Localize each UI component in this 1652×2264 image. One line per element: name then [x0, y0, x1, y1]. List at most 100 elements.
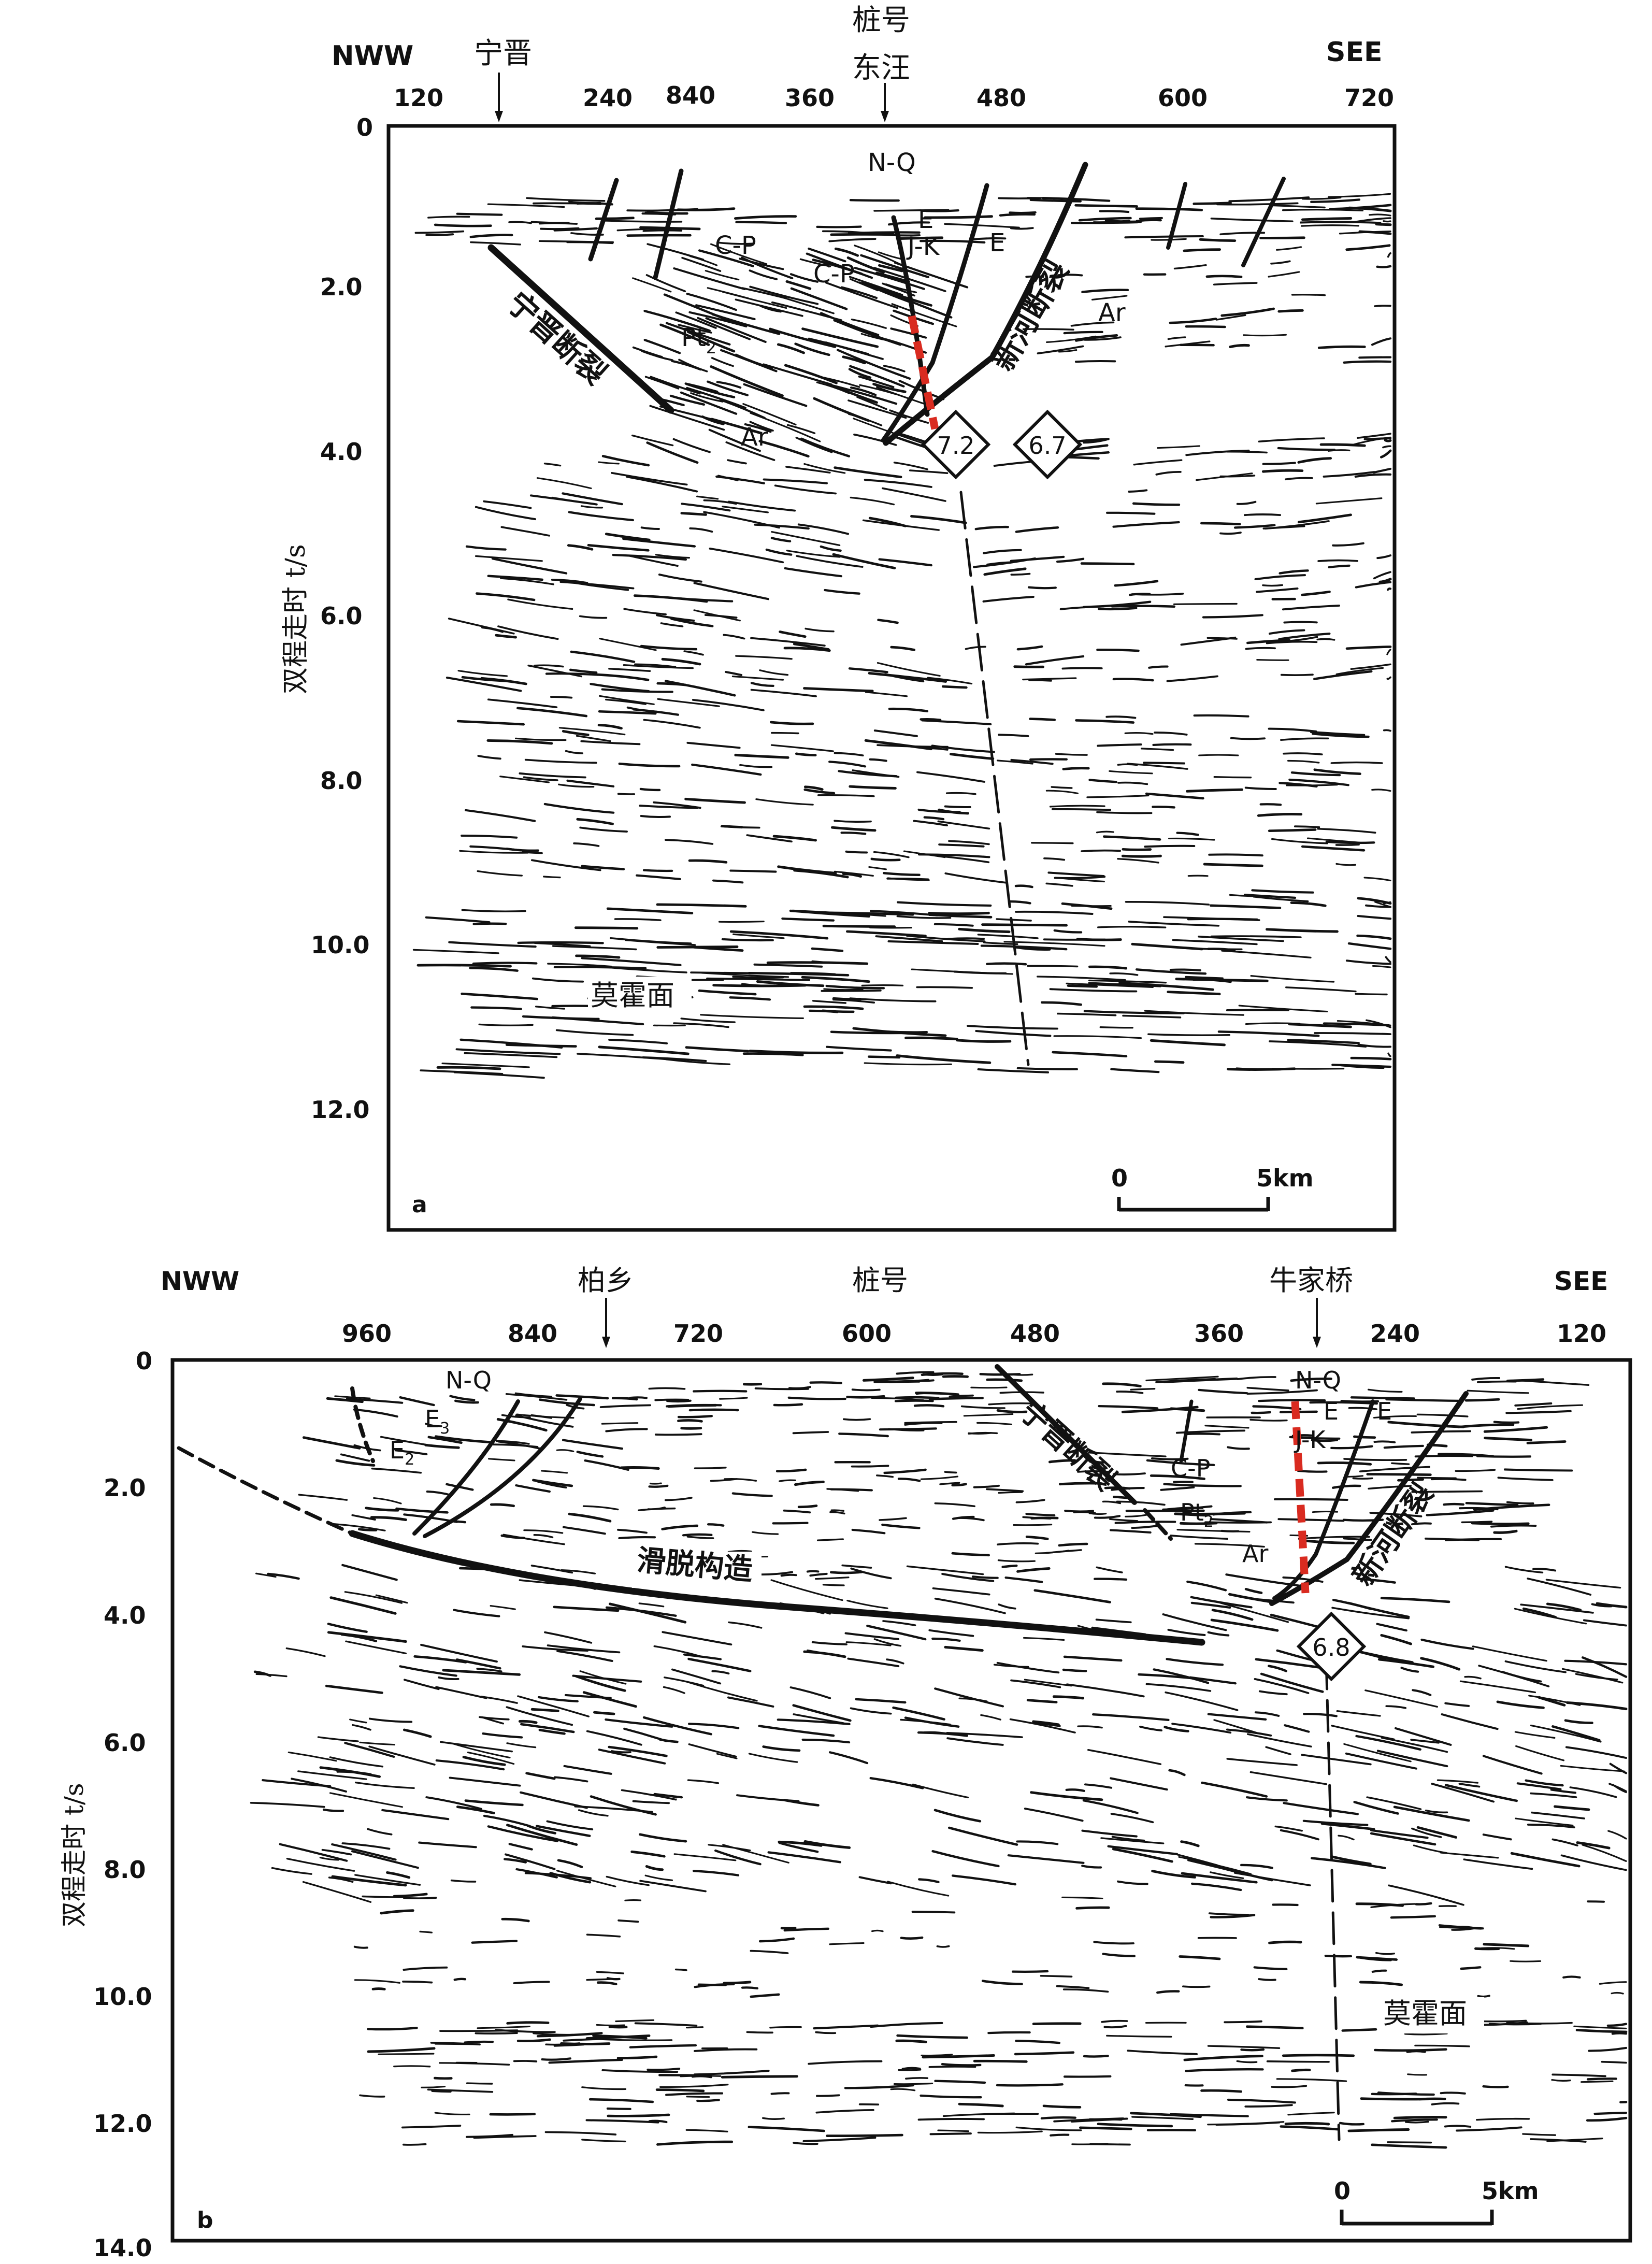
reflector-segment	[326, 1397, 364, 1403]
reflector-segment	[1210, 218, 1294, 222]
reflector-segment	[783, 1509, 811, 1514]
reflector-segment	[941, 685, 968, 689]
reflector-segment	[530, 1565, 573, 1574]
panel-b-y-axis-title: 双程走时 t/s	[59, 1783, 89, 1928]
reflector-segment	[1117, 1880, 1148, 1885]
reflector-segment	[742, 1383, 763, 1386]
reflector-segment	[924, 215, 993, 219]
reflector-segment	[1180, 343, 1215, 347]
reflector-segment	[864, 739, 932, 751]
reflector-segment	[741, 1986, 759, 1990]
panel-b-label-nq-2: N-Q	[1295, 1366, 1341, 1394]
reflector-segment	[331, 1843, 397, 1861]
reflector-segment	[663, 293, 731, 322]
reflector-segment	[1301, 196, 1342, 200]
panel-a-label-e-1: E	[918, 205, 933, 234]
reflector-segment	[693, 1389, 748, 1393]
reflector-segment	[1011, 1970, 1049, 1973]
reflector-segment	[543, 463, 562, 467]
reflector-segment	[501, 1414, 531, 1418]
reflector-segment	[1287, 2112, 1335, 2116]
reflector-segment	[937, 2129, 969, 2132]
reflector-segment	[1176, 1853, 1218, 1866]
panel-a-scale-end: 5km	[1256, 1164, 1314, 1192]
reflector-segment	[1390, 1915, 1436, 1919]
reflector-segment	[644, 1874, 673, 1881]
reflector-segment	[846, 930, 927, 937]
reflector-segment	[944, 223, 1020, 228]
reflector-segment	[291, 1778, 347, 1793]
reflector-segment	[1201, 1781, 1268, 1798]
reflector-segment	[562, 492, 623, 506]
reflector-segment	[478, 1023, 534, 1026]
reflector-segment	[1216, 202, 1299, 206]
reflector-segment	[530, 1708, 559, 1712]
reflector-segment	[1125, 1514, 1148, 1517]
reflector-segment	[1246, 1389, 1318, 1395]
reflector-segment	[618, 762, 681, 768]
reflector-segment	[1189, 1676, 1237, 1685]
reflector-segment	[1100, 1837, 1165, 1844]
reflector-segment	[538, 240, 614, 243]
reflector-segment	[732, 933, 785, 939]
reflector-segment	[748, 1753, 798, 1763]
panel-a-label-moho: 莫霍面	[591, 979, 674, 1012]
reflector-segment	[1207, 1713, 1267, 1721]
reflector-segment	[1463, 1858, 1533, 1870]
reflector-segment	[708, 1844, 751, 1852]
reflector-segment	[1096, 830, 1114, 834]
reflector-segment	[1284, 2122, 1330, 2126]
reflector-segment	[1110, 1777, 1168, 1791]
reflector-segment	[643, 339, 681, 354]
reflector-segment	[671, 1668, 722, 1685]
reflector-segment	[1243, 334, 1287, 337]
reflector-segment	[1193, 714, 1249, 718]
reflector-segment	[811, 947, 844, 952]
reflector-segment	[585, 2119, 659, 2124]
reflector-segment	[1455, 1469, 1496, 1472]
reflector-segment	[1169, 318, 1217, 324]
reflector-segment	[1075, 719, 1135, 724]
reflector-segment	[1444, 2125, 1472, 2128]
reflector-segment	[795, 437, 833, 453]
reflector-segment	[370, 1516, 407, 1521]
reflector-segment	[771, 732, 799, 735]
panel-b-detachment	[349, 1530, 1205, 1646]
reflector-segment	[915, 1392, 959, 1396]
reflector-segment	[784, 364, 838, 384]
reflector-segment	[1025, 1513, 1056, 1516]
reflector-segment	[1070, 321, 1115, 327]
reflector-segment	[1194, 1543, 1265, 1548]
reflector-segment	[1029, 198, 1082, 203]
reflector-segment	[1384, 439, 1392, 442]
reflector-segment	[438, 1676, 459, 1681]
reflector-segment	[507, 598, 573, 610]
reflector-segment	[823, 377, 860, 388]
panel-b-label-pt2: Pt2	[1180, 1498, 1214, 1531]
reflector-segment	[1024, 1808, 1084, 1822]
reflector-segment	[354, 1874, 421, 1886]
reflector-segment	[1185, 2068, 1264, 2072]
reflector-segment	[1025, 1536, 1049, 1540]
reflector-segment	[687, 331, 736, 353]
reflector-segment	[601, 2069, 679, 2073]
reflector-segment	[1066, 982, 1154, 988]
reflector-segment	[622, 537, 696, 548]
panel-a-fault-short-4	[1241, 177, 1286, 267]
reflector-segment	[792, 1431, 829, 1435]
reflector-segment	[846, 1395, 885, 1399]
reflector-segment	[721, 2075, 798, 2079]
reflector-segment	[1026, 1699, 1058, 1703]
reflector-segment	[470, 1006, 522, 1010]
reflector-segment	[1215, 2121, 1281, 2126]
reflector-segment	[1029, 758, 1068, 761]
reflector-segment	[499, 776, 550, 783]
reflector-segment	[562, 1439, 624, 1450]
reflector-segment	[897, 1478, 921, 1482]
reflector-segment	[1514, 1731, 1556, 1739]
reflector-segment	[692, 699, 765, 711]
reflector-segment	[803, 788, 836, 795]
reflector-segment	[1186, 1580, 1227, 1592]
reflector-segment	[1467, 1389, 1529, 1394]
reflector-segment	[1246, 1733, 1312, 1747]
